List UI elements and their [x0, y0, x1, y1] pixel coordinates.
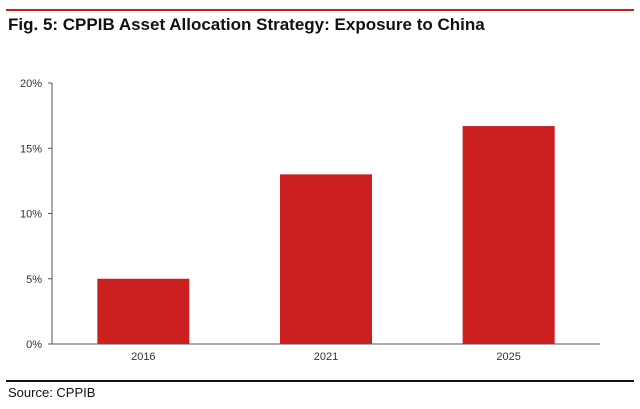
x-tick-label: 2021 [314, 351, 338, 363]
y-tick-label: 5% [26, 274, 42, 286]
x-tick-label: 2016 [131, 351, 155, 363]
bar-2016 [97, 278, 190, 344]
figure-title: Fig. 5: CPPIB Asset Allocation Strategy:… [8, 15, 485, 34]
x-tick-label: 2025 [496, 351, 520, 363]
bottom-rule [6, 380, 634, 382]
bar-chart: 0% 5% 10% 15% 20% 2016 2021 2025 [20, 78, 600, 363]
source-note: Source: CPPIB [8, 385, 96, 400]
bar-2025 [462, 126, 555, 344]
y-tick-label: 20% [20, 78, 42, 90]
bar-2021 [280, 174, 372, 344]
y-tick-label: 0% [26, 339, 42, 351]
y-tick-label: 15% [20, 143, 42, 155]
x-axis-ticks: 2016 2021 2025 [131, 351, 521, 363]
y-axis-ticks: 0% 5% 10% 15% 20% [20, 78, 52, 351]
bars [97, 126, 555, 344]
y-tick-label: 10% [20, 209, 42, 221]
top-rule [6, 9, 634, 11]
